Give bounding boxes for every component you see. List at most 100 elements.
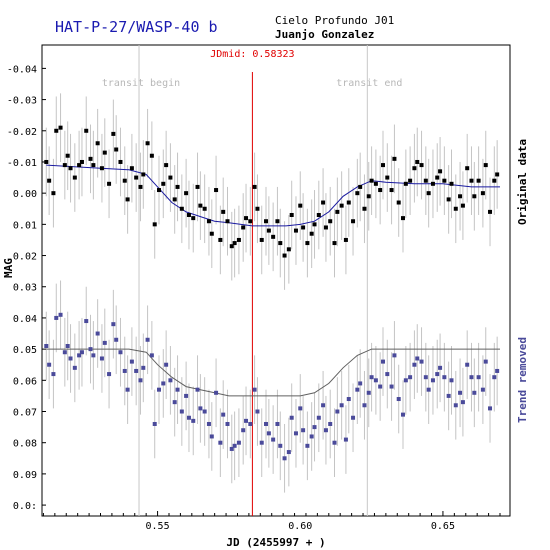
- original-data-point: [328, 219, 333, 224]
- trend-removed-data-point: [152, 421, 157, 426]
- y-tick-label: 0.03: [13, 283, 37, 294]
- original-data-point: [442, 178, 447, 183]
- original-data-point: [430, 181, 435, 186]
- original-data-point: [460, 203, 465, 208]
- trend-removed-data-point: [458, 390, 463, 395]
- original-data-point: [186, 212, 191, 217]
- original-data-point: [495, 172, 500, 177]
- trend-removed-data-point: [134, 368, 139, 373]
- original-data-point: [446, 197, 451, 202]
- trend-removed-data-point: [225, 421, 230, 426]
- trend-removed-data-point: [389, 384, 394, 389]
- original-data-point: [271, 234, 276, 239]
- trend-removed-data-point: [44, 344, 49, 349]
- trend-removed-data-point: [62, 350, 67, 355]
- trend-removed-data-point: [309, 434, 314, 439]
- original-data-point: [259, 237, 264, 242]
- trend-removed-data-point: [122, 368, 127, 373]
- trend-removed-data-point: [408, 375, 413, 380]
- original-data-point: [221, 209, 226, 214]
- trend-removed-data-point: [446, 393, 451, 398]
- original-data-point: [323, 225, 328, 230]
- data-points: [44, 125, 500, 461]
- original-data-point: [79, 159, 84, 164]
- original-data-point: [373, 181, 378, 186]
- original-data-point: [472, 194, 477, 199]
- trend-removed-data-point: [264, 421, 269, 426]
- original-data-point: [122, 178, 127, 183]
- trend-removed-data-point: [114, 337, 119, 342]
- trend-removed-data-point: [47, 362, 52, 367]
- original-data-point: [252, 184, 257, 189]
- original-data-point: [58, 125, 63, 130]
- original-data-point: [102, 150, 107, 155]
- trend-removed-data-point: [184, 393, 189, 398]
- mid-transit-label: JDmid: 0.58323: [210, 49, 294, 60]
- trend-removed-data-point: [54, 315, 59, 320]
- trend-removed-data-point: [321, 403, 326, 408]
- original-data-point: [366, 194, 371, 199]
- original-data-point: [198, 203, 203, 208]
- trend-removed-data-point: [141, 365, 146, 370]
- original-data-point: [47, 178, 52, 183]
- original-data-point: [248, 219, 253, 224]
- trend-removed-data-point: [58, 312, 63, 317]
- trend-removed-data-point: [435, 372, 440, 377]
- trend-removed-data-point: [88, 347, 93, 352]
- y-tick-label: 0.02: [13, 252, 37, 263]
- trend-removed-data-point: [202, 409, 207, 414]
- trend-removed-data-point: [84, 319, 89, 324]
- y-tick-label: 0.00: [13, 189, 37, 200]
- original-data-point: [214, 188, 219, 193]
- trend-removed-data-point: [351, 415, 356, 420]
- original-data-point: [312, 222, 317, 227]
- trend-removed-data-point: [209, 434, 214, 439]
- original-data-point: [236, 237, 241, 242]
- original-data-point: [419, 163, 424, 168]
- trend-removed-data-point: [488, 406, 493, 411]
- trend-removed-data-point: [168, 378, 173, 383]
- trend-removed-data-point: [102, 340, 107, 345]
- original-data-point: [44, 159, 49, 164]
- trend-removed-data-point: [442, 375, 447, 380]
- trend-removed-data-point: [289, 415, 294, 420]
- original-data-point: [62, 163, 67, 168]
- y-tick-label: 0.01: [13, 220, 37, 231]
- original-model-curve: [46, 164, 500, 227]
- trend-removed-data-point: [221, 412, 226, 417]
- trend-removed-data-point: [229, 446, 234, 451]
- original-data-point: [161, 181, 166, 186]
- trend-removed-model-curve: [46, 348, 500, 397]
- trend-removed-data-point: [191, 418, 196, 423]
- original-data-point: [175, 184, 180, 189]
- trend-removed-data-point: [312, 425, 317, 430]
- original-data-point: [343, 237, 348, 242]
- original-data-point: [293, 228, 298, 233]
- trend-removed-data-point: [111, 322, 116, 327]
- trend-removed-data-point: [244, 418, 249, 423]
- observatory-label: Cielo Profundo J01: [275, 14, 394, 27]
- trend-removed-data-point: [412, 362, 417, 367]
- original-data-point: [225, 219, 230, 224]
- y-tick-label: 0.05: [13, 345, 37, 356]
- trend-removed-data-point: [465, 362, 470, 367]
- original-data-point: [355, 191, 360, 196]
- original-data-point: [316, 212, 321, 217]
- error-bars: [45, 93, 498, 493]
- trend-removed-data-point: [118, 350, 123, 355]
- original-data-point: [400, 216, 405, 221]
- original-data-point: [492, 178, 497, 183]
- original-data-point: [278, 241, 283, 246]
- trend-removed-data-point: [495, 368, 500, 373]
- y-tick-label: -0.03: [7, 96, 37, 107]
- trend-removed-data-point: [430, 378, 435, 383]
- trend-removed-data-point: [392, 353, 397, 358]
- trend-removed-data-point: [378, 384, 383, 389]
- trend-removed-data-point: [186, 415, 191, 420]
- trend-removed-data-point: [195, 387, 200, 392]
- trend-removed-data-point: [125, 387, 130, 392]
- original-data-point: [438, 169, 443, 174]
- trend-removed-data-point: [198, 406, 203, 411]
- original-data-point: [141, 172, 146, 177]
- trend-removed-data-point: [400, 412, 405, 417]
